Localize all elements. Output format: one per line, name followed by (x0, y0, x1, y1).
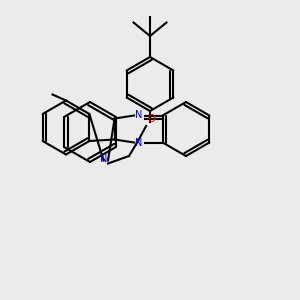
Text: N: N (135, 137, 142, 148)
Text: N: N (100, 154, 107, 164)
Text: N: N (135, 110, 142, 121)
Text: O: O (148, 113, 155, 124)
